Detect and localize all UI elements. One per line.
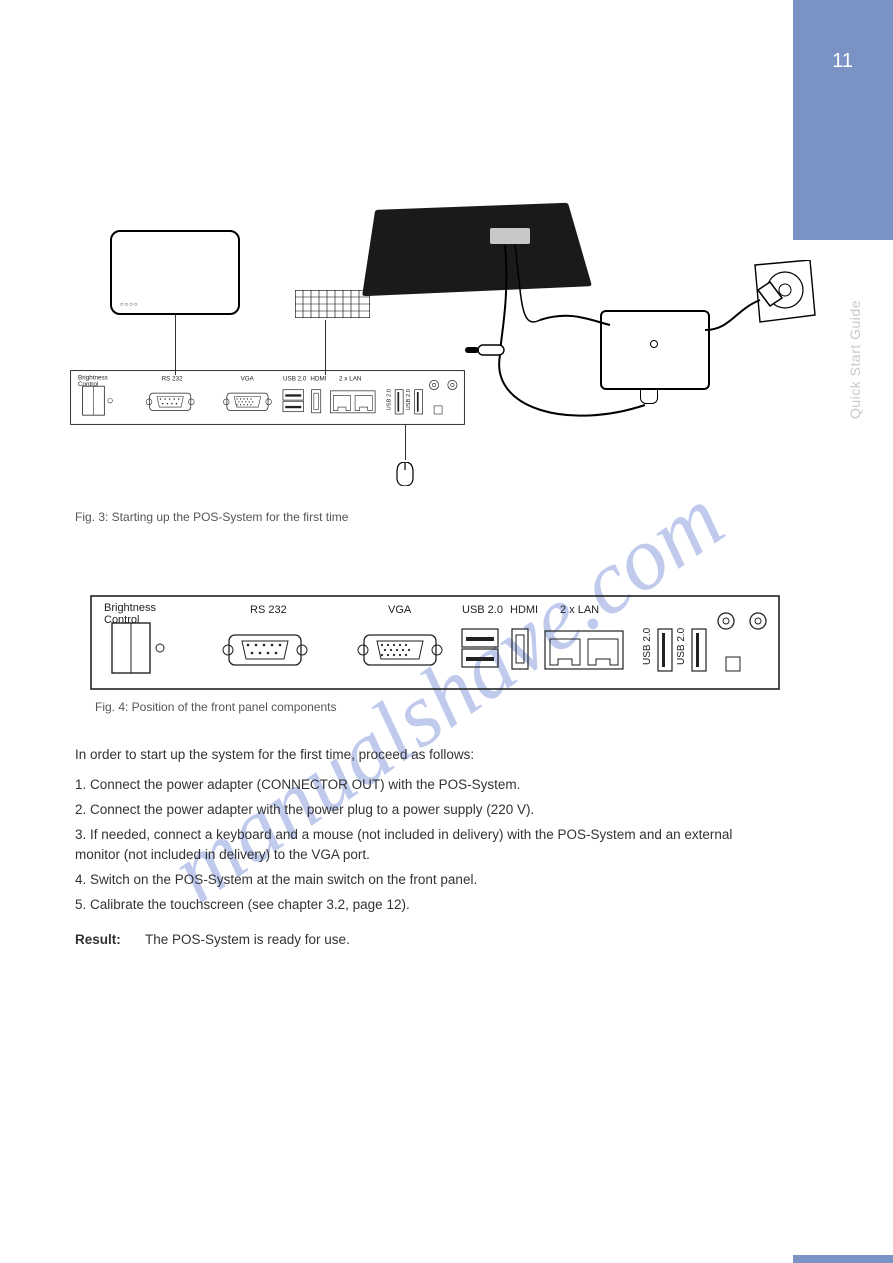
- step-2: 2. Connect the power adapter with the po…: [75, 800, 775, 820]
- rear-panel-large: [90, 590, 780, 695]
- step-3: 3. If needed, connect a keyboard and a m…: [75, 825, 775, 864]
- power-adapter-icon: [600, 310, 710, 390]
- keyboard-icon: [295, 290, 370, 318]
- step-5: 5. Calibrate the touchscreen (see chapte…: [75, 895, 775, 915]
- connector-line: [175, 315, 176, 375]
- figure-connections: ○○○○: [70, 190, 810, 520]
- connector-line: [325, 320, 326, 375]
- monitor-icon: ○○○○: [110, 230, 240, 315]
- mouse-icon: [396, 462, 414, 486]
- step-4: 4. Switch on the POS-System at the main …: [75, 870, 775, 890]
- connector-line: [405, 425, 406, 460]
- figure-caption: Fig. 3: Starting up the POS-System for t…: [75, 510, 348, 524]
- step-1: 1. Connect the power adapter (CONNECTOR …: [75, 775, 775, 795]
- result-text: The POS-System is ready for use.: [145, 930, 775, 950]
- wall-outlet-icon: [750, 260, 820, 330]
- figure-caption: Fig. 4: Position of the front panel comp…: [95, 700, 336, 714]
- intro-text: In order to start up the system for the …: [75, 745, 775, 765]
- monitor-buttons: ○○○○: [120, 302, 139, 308]
- bottom-corner: [793, 1255, 893, 1263]
- power-led-icon: [650, 340, 658, 348]
- device-photo: [362, 203, 592, 296]
- side-label: Quick Start Guide: [847, 300, 863, 419]
- device-port: [490, 228, 530, 244]
- power-out-icon: [640, 390, 658, 404]
- rear-panel-small: [70, 370, 465, 425]
- page-number: 11: [832, 50, 853, 73]
